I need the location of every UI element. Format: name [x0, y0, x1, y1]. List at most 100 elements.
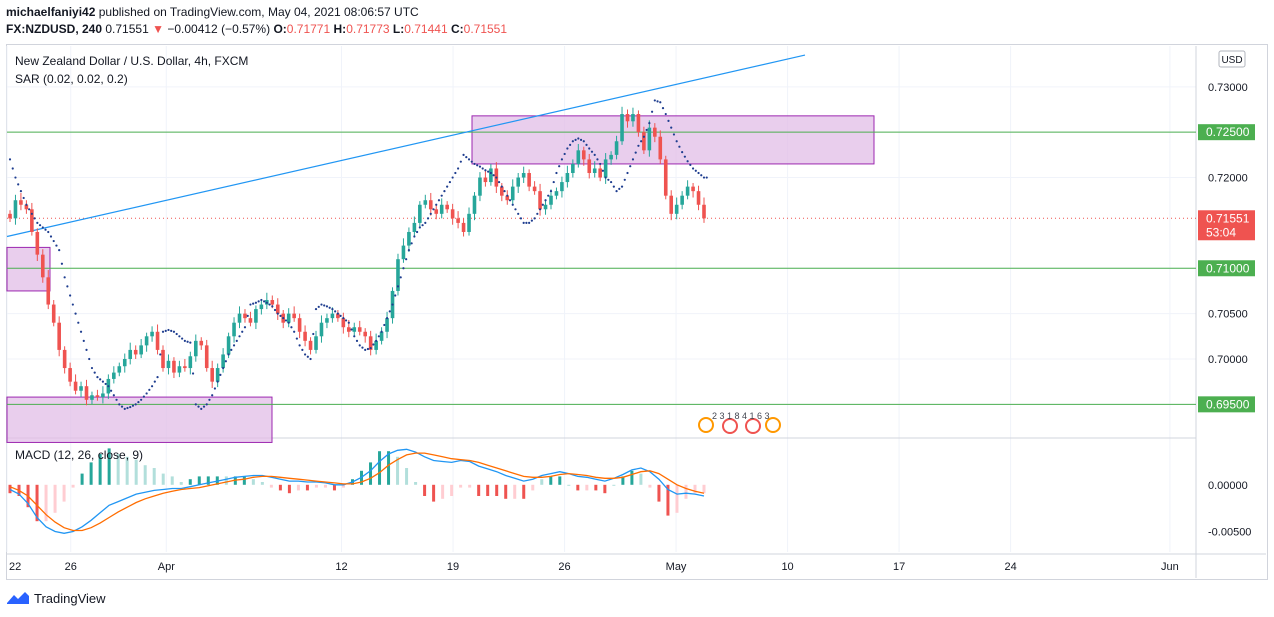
- sar-dot: [640, 140, 643, 143]
- sar-dot: [120, 405, 124, 408]
- sar-dot: [355, 339, 359, 342]
- time-tick-label: 24: [1004, 561, 1016, 573]
- sar-dot: [298, 344, 301, 347]
- sar-dot: [216, 380, 219, 383]
- sar-dot: [334, 310, 337, 313]
- candle-body: [101, 393, 105, 398]
- sar-dot: [607, 178, 610, 181]
- sar-dot: [588, 147, 591, 150]
- sar-dot: [659, 101, 662, 104]
- chart-header: michaelfaniyi42 published on TradingView…: [6, 4, 507, 38]
- macd-pane: [8, 448, 706, 534]
- candle-body: [631, 114, 635, 122]
- macd-histogram-bar: [387, 451, 391, 485]
- sar-dot: [585, 143, 588, 146]
- zones: [6, 115, 875, 443]
- candle-body: [122, 358, 127, 367]
- macd-histogram-bar: [179, 482, 183, 485]
- sar-dot: [167, 328, 170, 332]
- sar-dot: [391, 303, 394, 306]
- macd-histogram-bar: [224, 476, 228, 485]
- candle-body: [330, 313, 335, 319]
- price-tick-label: 0.70500: [1208, 309, 1248, 321]
- macd-histogram-bar: [134, 459, 138, 485]
- candle-body: [467, 213, 471, 232]
- candle-body: [571, 163, 575, 174]
- time-tick-label: Apr: [158, 561, 175, 573]
- sar-dot: [268, 303, 271, 306]
- sar-dot: [410, 242, 413, 245]
- sar-dot: [544, 199, 547, 202]
- macd-histogram-bar: [314, 484, 318, 488]
- sar-dot: [519, 217, 523, 220]
- sar-dot: [424, 221, 427, 225]
- candle-body: [603, 159, 608, 178]
- sar-dot: [186, 340, 189, 343]
- candle-body: [199, 340, 204, 346]
- sar-dot: [574, 138, 577, 141]
- candle-body: [188, 356, 193, 369]
- sar-dot: [541, 203, 544, 206]
- candle-body: [439, 204, 444, 214]
- macd-tick-label: 0.00000: [1208, 480, 1248, 492]
- sar-dot: [74, 312, 77, 315]
- sar-dot: [142, 395, 145, 398]
- sar-dot: [205, 403, 208, 406]
- candle-body: [418, 204, 422, 223]
- sar-dot: [249, 303, 252, 306]
- tradingview-logo-icon: [7, 592, 29, 604]
- candle-body: [254, 309, 258, 323]
- sar-dot: [156, 376, 159, 379]
- currency-button[interactable]: USD: [1218, 50, 1246, 68]
- macd-histogram-bar: [540, 479, 544, 485]
- time-tick-label: 10: [781, 561, 793, 573]
- sar-dot: [227, 353, 230, 356]
- time-tick-label: May: [666, 561, 687, 573]
- chart-title: New Zealand Dollar / U.S. Dollar, 4h, FX…: [15, 54, 248, 68]
- sar-dot: [194, 403, 197, 406]
- sar-dot: [306, 355, 309, 358]
- sar-dot: [443, 190, 446, 193]
- candle-body: [62, 349, 67, 369]
- sar-dot: [467, 158, 471, 161]
- macd-histogram-bar: [603, 484, 607, 494]
- macd-histogram-bar: [71, 484, 75, 488]
- sar-dot: [538, 208, 542, 211]
- level-price-label: 0.72500: [1206, 125, 1250, 139]
- sar-dot: [667, 119, 670, 122]
- macd-histogram-bar: [53, 484, 57, 513]
- sar-dot: [317, 305, 320, 308]
- candle-body: [133, 349, 138, 355]
- published-text: published on TradingView.com, May 04, 20…: [98, 5, 419, 19]
- candle-body: [166, 360, 171, 369]
- macd-histogram-bar: [576, 484, 580, 491]
- sar-dot: [178, 335, 181, 338]
- sar-dot: [675, 140, 678, 143]
- sar-dot: [558, 165, 561, 168]
- close-label: C:: [450, 22, 464, 36]
- event-markers[interactable]: 2 3 1 8 4 1 6 3: [698, 411, 781, 434]
- macd-histogram-bar: [305, 484, 309, 491]
- candle-body: [565, 173, 570, 183]
- sar-dot: [385, 317, 389, 320]
- candle-body: [79, 386, 83, 391]
- sar-dot: [705, 176, 708, 179]
- candle-body: [489, 168, 493, 183]
- macd-histogram-bar: [459, 484, 463, 488]
- sar-dot: [257, 300, 260, 303]
- macd-histogram-bar: [675, 484, 679, 513]
- currency-label: USD: [1221, 55, 1242, 66]
- sar-dot: [8, 158, 12, 161]
- publisher-name[interactable]: michaelfaniyi42: [6, 5, 96, 19]
- footer[interactable]: TradingView: [6, 590, 106, 606]
- sar-dot: [372, 343, 375, 346]
- sar-dot: [700, 174, 703, 177]
- sar-dot: [96, 376, 99, 379]
- candle-body: [592, 168, 597, 174]
- sar-dot: [137, 400, 140, 404]
- macd-histogram-bar: [197, 476, 201, 485]
- macd-histogram-bar: [170, 476, 174, 485]
- sar-dot: [555, 171, 558, 175]
- candle-body: [674, 204, 679, 214]
